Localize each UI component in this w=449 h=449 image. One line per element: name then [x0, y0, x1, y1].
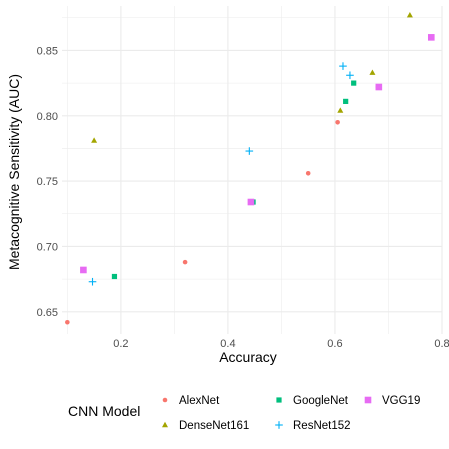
grid: [62, 6, 443, 334]
legend: AlexNet DenseNet161 GoogleNet ResNet152 VGG1…: [162, 395, 420, 432]
point-alexnet: [65, 319, 70, 325]
point-alexnet: [305, 170, 311, 176]
legend-key-resnet152: [275, 421, 283, 429]
data-points: [65, 11, 435, 325]
point-vgg19: [247, 198, 255, 206]
y-tick-label: 0.85: [37, 45, 58, 57]
point-vgg19: [80, 266, 87, 274]
legend-key-densenet161: [162, 421, 168, 428]
y-tick-label: 0.75: [37, 176, 58, 188]
point-alexnet: [182, 259, 188, 265]
y-tick-label: 0.65: [37, 307, 58, 319]
point-densenet161: [406, 11, 413, 18]
point-resnet152: [88, 277, 97, 286]
point-googlenet: [111, 273, 118, 280]
legend-key-googlenet: [276, 397, 282, 403]
x-tick-label: 0.4: [220, 338, 235, 350]
legend-label-alexnet: AlexNet: [179, 395, 220, 407]
point-vgg19: [427, 34, 435, 41]
y-axis-title: Metacognitive Sensitivity (AUC): [6, 74, 22, 270]
legend-label-resnet152: ResNet152: [293, 420, 351, 432]
y-axis-ticks: 0.65 0.70 0.75 0.80 0.85: [37, 45, 58, 318]
y-tick-label: 0.70: [37, 241, 58, 253]
point-resnet152: [346, 71, 354, 80]
x-axis-ticks: 0.2 0.4 0.6 0.8: [113, 338, 449, 350]
x-axis-title: Accuracy: [219, 349, 277, 365]
point-resnet152: [245, 147, 254, 155]
legend-key-alexnet: [162, 397, 168, 403]
legend-label-densenet161: DenseNet161: [179, 420, 249, 432]
point-googlenet: [343, 98, 349, 104]
point-densenet161: [91, 137, 98, 143]
legend-title: CNN Model: [68, 403, 140, 419]
legend-key-vgg19: [364, 396, 372, 404]
point-densenet161: [369, 69, 376, 75]
x-tick-label: 0.6: [327, 338, 342, 350]
y-tick-label: 0.80: [37, 111, 58, 123]
point-googlenet: [351, 80, 357, 86]
point-resnet152: [339, 62, 347, 70]
legend-label-vgg19: VGG19: [382, 395, 420, 407]
point-densenet161: [337, 107, 344, 113]
x-tick-label: 0.2: [113, 338, 128, 350]
point-vgg19: [375, 83, 383, 91]
x-tick-label: 0.8: [434, 338, 449, 350]
legend-label-googlenet: GoogleNet: [293, 395, 349, 407]
point-alexnet: [335, 120, 340, 125]
